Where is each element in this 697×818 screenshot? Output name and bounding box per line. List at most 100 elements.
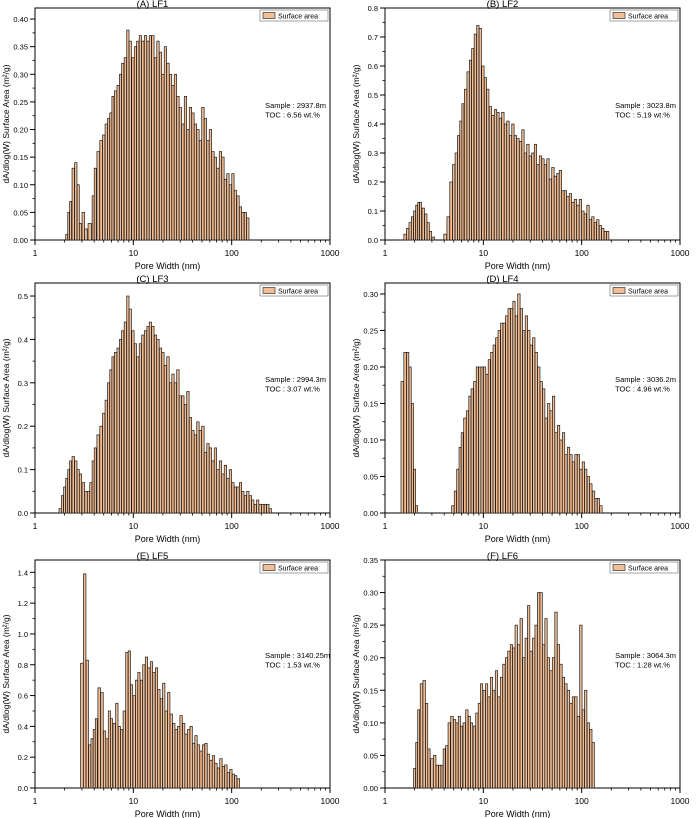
y-tick-label: 0.1 [18,466,28,475]
bar [556,425,561,514]
bar [181,123,185,241]
bar [427,748,431,789]
bar [457,135,460,241]
bar [61,495,64,514]
bar [107,382,110,514]
bar [138,343,142,514]
y-tick-label: 0.35 [13,43,28,52]
sample-annotation: TOC : 1.28 wt.% [615,661,670,670]
bar [211,755,216,789]
sample-annotation: Sample : 3140.25m [265,651,330,660]
bar [478,366,482,514]
bar [221,156,225,241]
x-tick-label: 100 [575,796,589,806]
bar [221,766,225,789]
bar [452,164,456,241]
bar [231,173,235,241]
y-tick-label: 0.4 [18,722,28,731]
bar [415,204,418,241]
bar [487,359,491,514]
bar [494,670,498,789]
bar [201,107,205,241]
bar [528,155,532,241]
bar [178,107,182,241]
x-tick-label: 10 [129,521,139,531]
bar [551,657,556,789]
bar [223,178,227,241]
bar [112,722,116,789]
bar [161,352,165,514]
bar [188,417,193,514]
bar [105,738,109,789]
chart-title: (A) LF1 [137,0,169,10]
bar [67,469,70,514]
bar [201,744,206,789]
y-tick-label: 0.30 [13,70,28,79]
bar [115,702,119,789]
y-tick-label: 0.10 [363,719,378,728]
bar [74,460,78,514]
bar [596,498,600,514]
bar [224,764,228,789]
y-tick-label: 0.5 [368,91,378,100]
bar [102,134,106,241]
bar [79,473,82,514]
bar [566,689,571,789]
bar [203,118,207,241]
y-tick-label: 0.05 [13,208,28,217]
bar [466,71,470,241]
bar [120,729,124,789]
bar [206,753,211,789]
legend-swatch [612,12,626,19]
bar [116,84,120,241]
bar [84,228,88,241]
bar [522,657,526,789]
bar [534,352,538,514]
bar [221,473,225,514]
y-tick-label: 0.2 [18,422,28,431]
bar [126,295,130,514]
bar [563,190,567,241]
bar [127,650,131,789]
bar [204,742,208,789]
bar [114,352,118,514]
bar [229,769,233,789]
y-tick-label: 0.05 [363,751,378,760]
bar [569,702,573,789]
bar [117,726,121,789]
bar [246,490,250,514]
bar [488,106,492,241]
bar [154,667,159,789]
bar [243,212,247,241]
legend-box [259,284,329,297]
bar [498,117,502,241]
bar [91,195,95,241]
bar [586,204,590,241]
bar [485,683,489,789]
bar [198,140,202,241]
y-tick-label: 0.3 [368,149,378,158]
bar [497,330,501,514]
bar [596,219,600,241]
bar [465,410,469,514]
bar [233,486,237,514]
bar [177,726,181,789]
x-tick-label: 10 [479,796,489,806]
chart-title: (F) LF6 [487,551,518,562]
bar [172,722,176,789]
sample-annotation: TOC : 6.56 wt.% [265,110,320,119]
bar [196,129,200,241]
bar [492,344,496,514]
y-tick-label: 0.05 [363,472,378,481]
bar [179,715,183,789]
y-tick-label: 0.20 [363,654,378,663]
bar [442,748,446,789]
bar [153,57,158,241]
bar [576,204,580,241]
y-tick-label: 0.15 [363,686,378,695]
chart-title: (E) LF5 [137,551,169,562]
bar [478,27,482,241]
bar [482,689,486,789]
bar [136,356,140,514]
bar [131,330,135,514]
